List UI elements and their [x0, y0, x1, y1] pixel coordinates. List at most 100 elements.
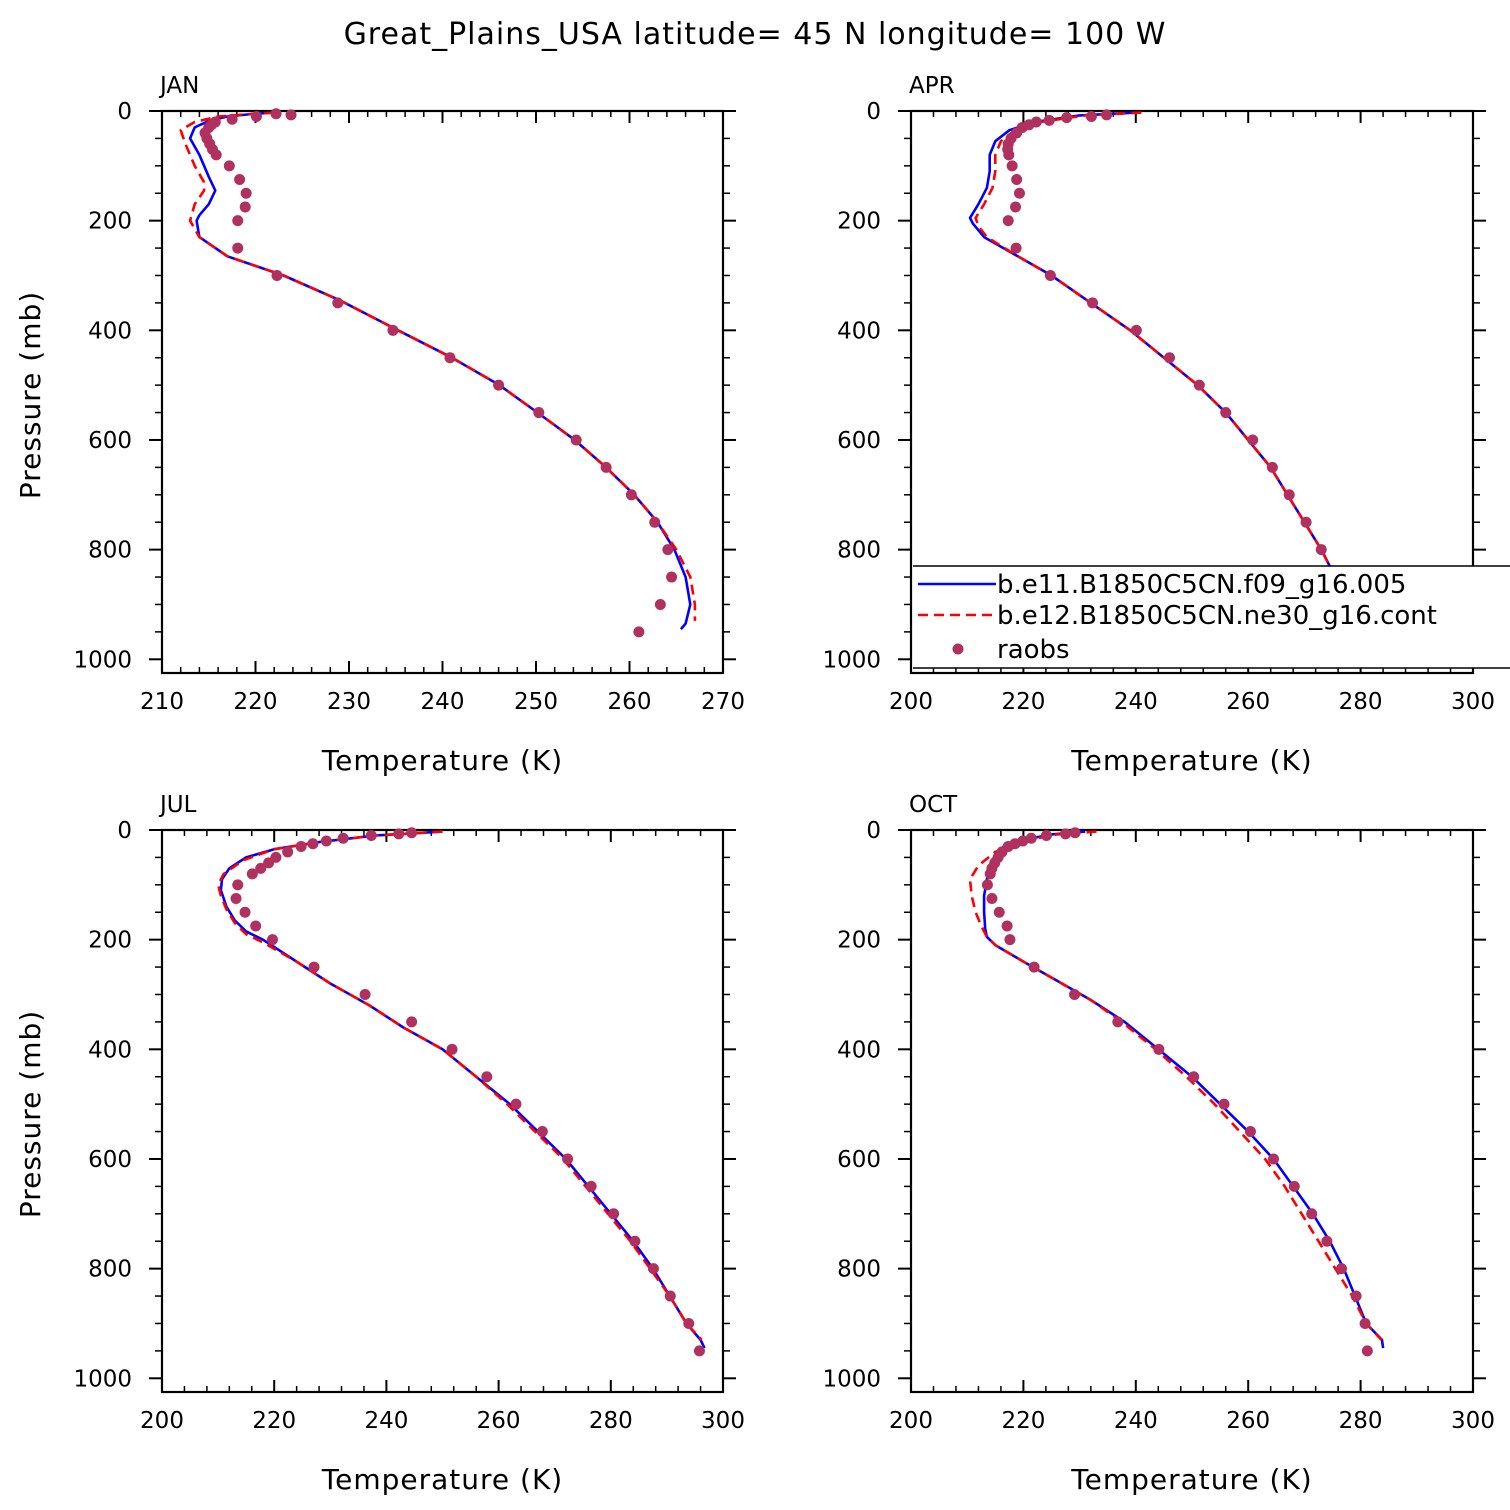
y-tick-label: 400 — [88, 1037, 132, 1063]
raobs-point — [1130, 324, 1142, 336]
raobs-point — [1061, 112, 1073, 124]
raobs-point — [1069, 827, 1081, 839]
x-tick-label: 200 — [889, 689, 933, 715]
raobs-point — [1069, 988, 1081, 1000]
raobs-point — [629, 1235, 641, 1247]
raobs-point — [406, 827, 418, 839]
raobs-point — [1040, 829, 1052, 841]
legend-label: raobs — [997, 635, 1070, 665]
raobs-point — [1001, 920, 1013, 932]
legend-label: b.e12.B1850C5CN.ne30_g16.cont — [997, 601, 1437, 631]
series-line-ne30 — [968, 830, 1383, 1341]
raobs-point — [232, 879, 244, 891]
x-axis-label: Temperature (K) — [1070, 1463, 1312, 1496]
series-line-f09 — [982, 830, 1385, 1349]
raobs-point — [664, 1290, 676, 1302]
raobs-point — [533, 407, 545, 419]
figure-title: Great_Plains_USA latitude= 45 N longitud… — [344, 17, 1167, 52]
raobs-point — [232, 215, 244, 227]
raobs-point — [1153, 1043, 1165, 1055]
raobs-point — [271, 269, 283, 281]
raobs-point — [493, 379, 505, 391]
y-tick-label: 200 — [837, 928, 881, 954]
series-line-f09 — [188, 111, 692, 630]
raobs-point — [1321, 1235, 1333, 1247]
raobs-point — [666, 571, 678, 583]
raobs-point — [234, 174, 246, 186]
x-tick-label: 300 — [1451, 1408, 1495, 1434]
raobs-point — [662, 544, 674, 556]
raobs-point — [240, 187, 252, 199]
raobs-point — [1315, 544, 1327, 556]
raobs-point — [320, 835, 332, 847]
raobs-point — [282, 846, 294, 858]
raobs-point — [1004, 934, 1016, 946]
raobs-point — [1003, 149, 1015, 161]
x-axis-label: Temperature (K) — [1070, 744, 1312, 777]
y-axis-label: Pressure (mb) — [14, 1010, 47, 1218]
raobs-point — [1164, 352, 1176, 364]
x-tick-label: 270 — [701, 689, 745, 715]
raobs-point — [993, 906, 1005, 918]
x-tick-label: 240 — [364, 1408, 408, 1434]
panel-label: APR — [909, 73, 955, 99]
panel-label: OCT — [909, 792, 958, 818]
raobs-point — [1011, 174, 1023, 186]
y-tick-label: 200 — [88, 928, 132, 954]
y-tick-label: 200 — [837, 209, 881, 235]
y-tick-label: 600 — [837, 428, 881, 454]
raobs-point — [1060, 828, 1072, 840]
plot-frame — [909, 828, 1475, 1394]
raobs-point — [1247, 434, 1259, 446]
raobs-point — [332, 297, 344, 309]
y-tick-label: 800 — [88, 1257, 132, 1283]
y-tick-label: 600 — [88, 1147, 132, 1173]
raobs-point — [647, 1263, 659, 1275]
x-tick-label: 300 — [701, 1408, 745, 1434]
raobs-point — [1188, 1071, 1200, 1083]
x-tick-label: 220 — [1001, 689, 1045, 715]
raobs-point — [285, 109, 297, 121]
raobs-point — [1085, 110, 1097, 122]
x-tick-label: 280 — [1339, 689, 1383, 715]
raobs-point — [270, 108, 282, 120]
raobs-point — [1244, 1126, 1256, 1138]
raobs-point — [570, 434, 582, 446]
raobs-point — [562, 1153, 574, 1165]
y-tick-label: 0 — [117, 99, 132, 125]
raobs-point — [693, 1345, 705, 1357]
y-tick-label: 1000 — [822, 1366, 881, 1392]
y-tick-label: 0 — [866, 99, 881, 125]
panel-oct: OCT 200 220 240 260 280 300 0 200 400 600 800 1000 Te… — [822, 792, 1495, 1496]
panel-apr: APR 200 220 240 260 280 300 0 200 400 600 800 1000 Te… — [822, 73, 1495, 777]
raobs-point — [1101, 109, 1113, 121]
raobs-point — [1112, 1016, 1124, 1028]
raobs-point — [230, 893, 242, 905]
plot-frame — [909, 109, 1475, 675]
y-tick-label: 1000 — [822, 647, 881, 673]
x-axis-label: Temperature (K) — [321, 744, 563, 777]
y-tick-label: 800 — [837, 538, 881, 564]
y-axis-label: Pressure (mb) — [14, 291, 47, 499]
series-line-f09 — [968, 111, 1373, 628]
raobs-point — [1044, 269, 1056, 281]
raobs-point — [585, 1180, 597, 1192]
plot-frame — [160, 828, 725, 1394]
panel-jan: JAN 210 220 230 240 250 260 270 0 200 400 600 800 100… — [14, 73, 745, 777]
panels: JAN 210 220 230 240 250 260 270 0 200 400 600 800 100… — [14, 73, 1495, 1496]
raobs-point — [481, 1071, 493, 1083]
raobs-point — [986, 893, 998, 905]
panel-label: JAN — [158, 73, 199, 99]
raobs-point — [250, 110, 262, 122]
raobs-point — [1010, 201, 1022, 213]
raobs-point — [387, 324, 399, 336]
raobs-point — [393, 828, 405, 840]
raobs-point — [295, 840, 307, 852]
raobs-point — [359, 988, 371, 1000]
x-tick-label: 300 — [1451, 689, 1495, 715]
raobs-point — [223, 160, 235, 172]
x-tick-label: 200 — [889, 1408, 933, 1434]
x-tick-label: 210 — [140, 689, 184, 715]
y-tick-label: 0 — [117, 818, 132, 844]
raobs-point — [536, 1126, 548, 1138]
